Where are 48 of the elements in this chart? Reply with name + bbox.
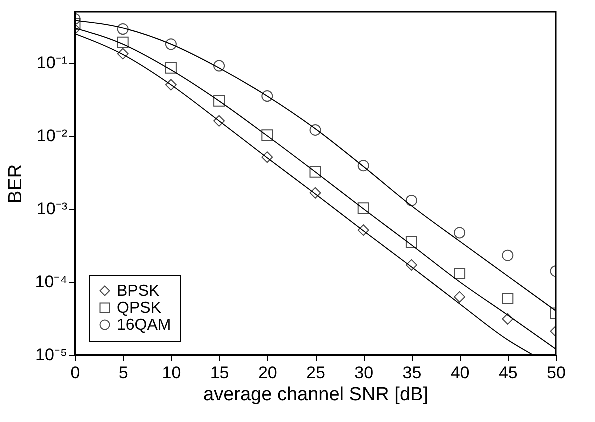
- point: [310, 187, 322, 199]
- point: [262, 90, 274, 102]
- point: [165, 38, 177, 50]
- x-tick-label: 15: [210, 364, 230, 382]
- x-tick-label: 40: [450, 364, 470, 382]
- legend-label: QPSK: [117, 300, 162, 317]
- y-tick-label: 10⁻³: [36, 200, 68, 219]
- y-axis-title: BER: [5, 164, 26, 204]
- x-tick-label: 50: [547, 364, 566, 382]
- point: [358, 224, 370, 236]
- x-axis-title: average channel SNR [dB]: [204, 384, 428, 406]
- point: [262, 152, 274, 164]
- point: [454, 268, 466, 280]
- point: [358, 160, 370, 172]
- x-tick-label: 20: [258, 364, 278, 382]
- point: [358, 202, 370, 214]
- point: [310, 166, 322, 178]
- x-tick-label: 30: [354, 364, 374, 382]
- point: [502, 292, 514, 304]
- point: [117, 48, 129, 60]
- point: [502, 313, 514, 325]
- y-tick-label: 10⁻⁵: [36, 346, 68, 364]
- legend-label: BPSK: [117, 283, 160, 300]
- point: [117, 36, 129, 48]
- x-tick-label: 45: [498, 364, 518, 382]
- x-tick-label: 25: [306, 364, 326, 382]
- y-tick-label: 10⁻⁴: [35, 272, 68, 292]
- point: [214, 60, 226, 72]
- legend-label: 16QAM: [117, 317, 172, 334]
- y-tick-label: 10⁻²: [36, 126, 68, 146]
- point: [165, 79, 177, 91]
- x-tick-label: 35: [402, 364, 422, 382]
- x-tick-label: 10: [162, 364, 182, 382]
- point: [310, 124, 322, 136]
- point: [406, 194, 418, 206]
- point: [117, 24, 129, 35]
- point: [454, 227, 466, 239]
- point: [165, 62, 177, 74]
- point: [214, 95, 226, 107]
- point: [406, 236, 418, 248]
- point: [214, 115, 226, 127]
- point: [502, 250, 514, 262]
- point: [454, 291, 466, 303]
- point: [406, 259, 418, 271]
- point: [262, 130, 274, 142]
- y-tick-label: 10⁻¹: [36, 54, 68, 73]
- x-tick-label: 0: [70, 364, 80, 382]
- x-tick-label: 5: [118, 364, 128, 382]
